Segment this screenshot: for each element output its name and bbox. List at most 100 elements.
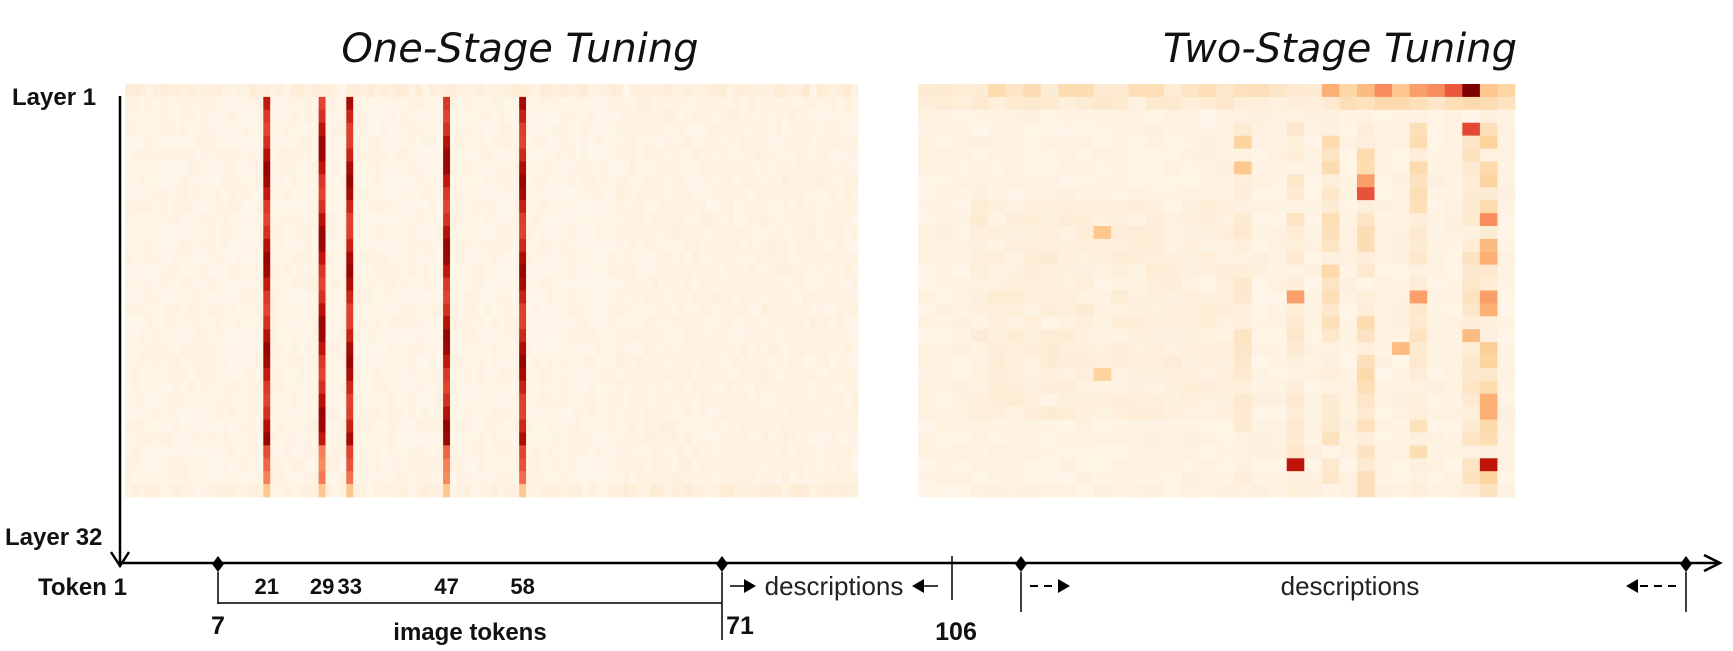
heat-cell <box>539 238 548 253</box>
heat-cell <box>290 484 299 498</box>
heat-cell <box>830 109 838 124</box>
heat-cell <box>450 290 458 304</box>
heat-cell <box>325 251 333 265</box>
heat-cell <box>207 355 216 369</box>
heat-cell <box>1374 84 1393 98</box>
heat-cell <box>1251 238 1270 253</box>
heat-cell <box>588 238 596 253</box>
heat-cell <box>436 484 444 498</box>
heat-cell <box>450 471 458 485</box>
layer-32-label: Layer 32 <box>5 524 102 551</box>
heat-cell <box>636 355 644 369</box>
heat-cell <box>1005 329 1024 343</box>
heat-cell <box>284 290 292 304</box>
heat-cell <box>512 393 520 407</box>
heat-cell <box>1163 148 1182 162</box>
heat-cell <box>290 290 299 304</box>
heat-cell <box>463 200 472 214</box>
heat-cell <box>256 148 264 162</box>
heat-cell <box>1198 329 1217 343</box>
heat-cell <box>754 484 762 498</box>
heat-cell <box>622 96 631 111</box>
heat-cell <box>360 277 368 291</box>
heat-cell <box>373 277 382 291</box>
heat-cell <box>325 471 333 485</box>
heat-cell <box>636 174 644 188</box>
heat-cell <box>519 316 527 330</box>
heat-cell <box>470 213 478 227</box>
heat-cell <box>678 277 686 291</box>
heat-cell <box>1462 445 1481 459</box>
heat-cell <box>1444 303 1463 317</box>
heat-cell <box>394 316 402 330</box>
heat-cell <box>408 445 416 459</box>
heat-cell <box>180 238 188 253</box>
heat-cell <box>1181 122 1200 136</box>
heat-cell <box>214 109 223 124</box>
heat-cell <box>678 316 686 330</box>
heat-cell <box>325 135 333 149</box>
heat-cell <box>636 251 644 265</box>
heat-cell <box>643 251 651 265</box>
heat-cell <box>290 161 299 175</box>
heat-cell <box>256 355 264 369</box>
heat-cell <box>387 484 395 498</box>
heat-cell <box>1128 96 1147 111</box>
desc2-right-marker <box>1680 556 1692 572</box>
heat-cell <box>360 406 368 420</box>
heat-cell <box>318 329 326 343</box>
heat-cell <box>159 393 167 407</box>
heat-cell <box>970 484 989 498</box>
heat-cell <box>1128 213 1147 227</box>
heat-cell <box>719 200 727 214</box>
heat-cell <box>622 303 631 317</box>
heat-cell <box>353 432 361 446</box>
heat-cell <box>830 380 838 395</box>
heat-cell <box>1356 393 1375 407</box>
heat-cell <box>519 393 527 407</box>
heat-cell <box>228 277 236 291</box>
heat-cell <box>1374 225 1393 240</box>
tick-29: 29 <box>310 574 334 599</box>
heat-cell <box>1462 458 1481 472</box>
image-tokens-label: image tokens <box>393 619 546 646</box>
heat-cell <box>463 380 472 395</box>
heat-cell <box>332 303 340 317</box>
heat-cell <box>678 225 686 240</box>
heat-cell <box>415 187 423 201</box>
heat-cell <box>401 290 409 304</box>
heat-cell <box>505 316 513 330</box>
heat-cell <box>145 122 153 136</box>
heat-cell <box>935 445 954 459</box>
heat-cell <box>373 380 382 395</box>
heat-cell <box>970 471 989 485</box>
heat-cell <box>636 419 644 433</box>
heat-cell <box>242 355 250 369</box>
heat-cell <box>360 225 368 240</box>
heat-cell <box>429 380 437 395</box>
heat-cell <box>740 355 748 369</box>
heat-cell <box>1216 187 1235 201</box>
heat-cell <box>131 342 140 356</box>
heat-cell <box>456 393 465 407</box>
heat-cell <box>837 174 845 188</box>
heat-cell <box>816 406 824 420</box>
heat-cell <box>918 213 936 227</box>
heat-cell <box>698 367 707 382</box>
heat-cell <box>546 342 555 356</box>
heat-cell <box>332 174 340 188</box>
heat-cell <box>318 458 326 472</box>
heat-cell <box>1181 174 1200 188</box>
heat-cell <box>1198 471 1217 485</box>
heat-cell <box>602 187 610 201</box>
heat-cell <box>131 251 140 265</box>
heat-cell <box>277 367 285 382</box>
heat-cell <box>761 445 769 459</box>
heat-cell <box>588 96 596 111</box>
heat-cell <box>823 471 831 485</box>
heat-cell <box>698 342 707 356</box>
heat-cell <box>539 484 548 498</box>
heat-cell <box>692 161 700 175</box>
heat-cell <box>201 187 209 201</box>
heat-cell <box>145 109 153 124</box>
